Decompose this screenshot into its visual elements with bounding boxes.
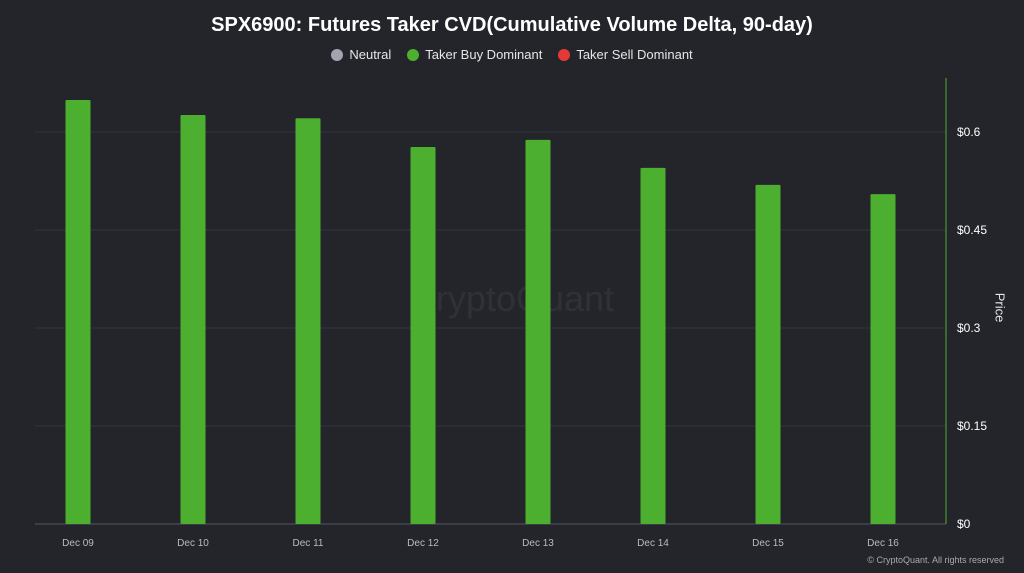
bar-dec-10 — [180, 115, 206, 524]
legend-dot-sell — [558, 48, 571, 61]
x-tick-label: Dec 14 — [637, 538, 669, 549]
y-tick-label: $0.15 — [957, 419, 987, 433]
legend-item-neutral[interactable]: Neutral — [331, 47, 391, 62]
x-tick-label: Dec 15 — [752, 538, 784, 549]
x-tick-label: Dec 11 — [293, 538, 324, 549]
legend-item-sell[interactable]: Taker Sell Dominant — [558, 47, 693, 62]
legend-item-buy[interactable]: Taker Buy Dominant — [407, 47, 542, 62]
y-axis-label: Price — [992, 292, 1008, 323]
bar-dec-14 — [640, 167, 666, 524]
y-tick-label: $0 — [957, 517, 971, 531]
y-tick-label: $0.3 — [957, 321, 981, 335]
legend-dot-buy — [407, 48, 420, 61]
chart-title: SPX6900: Futures Taker CVD(Cumulative Vo… — [211, 14, 813, 36]
bar-dec-12 — [410, 147, 436, 524]
legend-dot-neutral — [331, 48, 344, 61]
x-tick-label: Dec 13 — [522, 538, 554, 549]
legend-label: Neutral — [349, 47, 392, 62]
x-tick-label: Dec 12 — [407, 538, 439, 549]
x-tick-label: Dec 09 — [62, 538, 94, 549]
x-tick-label: Dec 10 — [177, 538, 209, 549]
copyright: © CryptoQuant. All rights reserved — [867, 555, 1004, 565]
x-tick-label: Dec 16 — [867, 538, 899, 549]
y-tick-label: $0.45 — [957, 223, 987, 237]
bar-dec-13 — [525, 139, 551, 524]
watermark: CryptoQuant — [409, 278, 615, 319]
bar-dec-15 — [755, 184, 781, 525]
bar-dec-11 — [295, 118, 321, 524]
bar-dec-09 — [65, 99, 91, 524]
legend-label: Taker Sell Dominant — [576, 47, 693, 62]
legend-label: Taker Buy Dominant — [425, 47, 543, 62]
y-tick-label: $0.6 — [957, 125, 981, 139]
legend: Neutral Taker Buy Dominant Taker Sell Do… — [0, 47, 1024, 62]
bar-dec-16 — [870, 194, 896, 525]
